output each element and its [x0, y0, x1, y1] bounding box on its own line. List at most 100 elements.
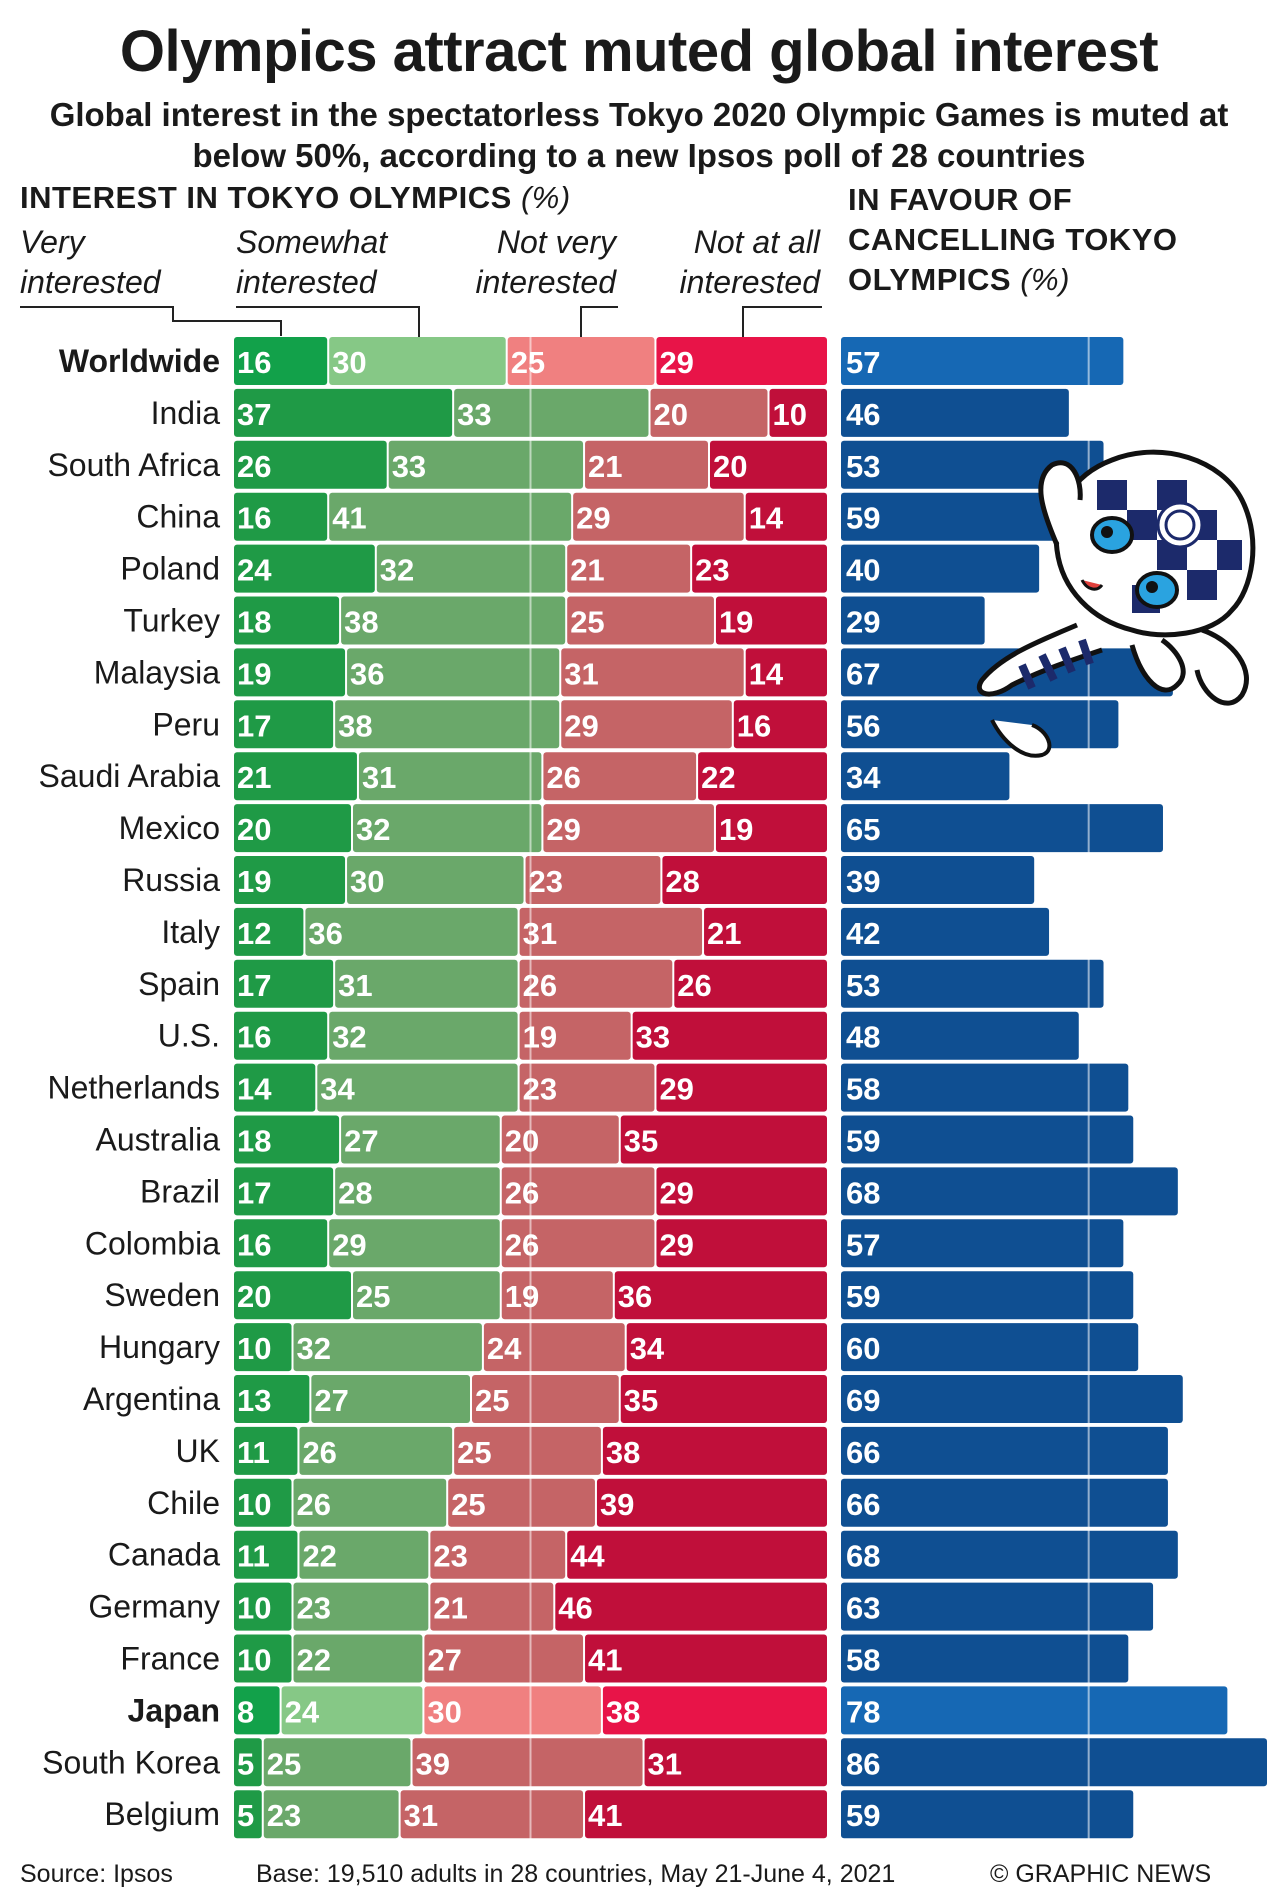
- bar-not-very-france: [424, 1634, 584, 1683]
- value-very-france: 10: [237, 1643, 271, 1678]
- value-not-at-all-netherlands: 29: [659, 1072, 693, 1107]
- value-not-at-all-uk: 38: [606, 1435, 640, 1470]
- value-not-at-all-south-korea: 31: [648, 1746, 682, 1781]
- bar-not-very-mexico: [543, 804, 714, 853]
- bar-cancel-sweden: [841, 1271, 1134, 1320]
- bar-somewhat-sweden: [353, 1271, 500, 1320]
- legend-very-line2: interested: [20, 264, 161, 300]
- value-not-at-all-france: 41: [588, 1643, 622, 1678]
- bar-very-hungary: [234, 1323, 292, 1372]
- bar-very-brazil: [234, 1167, 334, 1216]
- value-not-very-peru: 29: [564, 708, 598, 743]
- value-not-very-worldwide: 25: [511, 345, 545, 380]
- value-somewhat-brazil: 28: [338, 1175, 372, 1210]
- bar-not-at-all-india: [769, 388, 827, 437]
- bar-cancel-peru: [841, 700, 1119, 749]
- value-cancel-worldwide: 57: [846, 345, 880, 380]
- country-label-spain: Spain: [138, 966, 220, 1002]
- value-very-australia: 18: [237, 1124, 271, 1159]
- bar-not-very-saudi-arabia: [543, 752, 697, 801]
- bar-not-at-all-south-africa: [710, 440, 827, 489]
- value-somewhat-colombia: 29: [332, 1227, 366, 1262]
- value-somewhat-india: 33: [457, 397, 491, 432]
- bar-cancel-argentina: [841, 1375, 1183, 1423]
- bar-cancel-hungary: [841, 1323, 1139, 1372]
- bar-cancel-south-korea: [841, 1738, 1267, 1787]
- bar-very-malaysia: [234, 648, 346, 697]
- bar-not-at-all-peru: [733, 700, 827, 749]
- value-somewhat-turkey: 38: [344, 605, 378, 640]
- value-not-at-all-chile: 39: [600, 1487, 634, 1522]
- value-very-china: 16: [237, 501, 271, 536]
- value-very-brazil: 17: [237, 1175, 271, 1210]
- value-very-canada: 11: [237, 1539, 270, 1574]
- value-cancel-sweden: 59: [846, 1279, 880, 1314]
- bar-somewhat-poland: [376, 544, 566, 593]
- value-very-south-africa: 26: [237, 449, 271, 484]
- cancel-heading: IN FAVOUR OF CANCELLING TOKYO OLYMPICS (…: [848, 180, 1178, 300]
- bar-somewhat-india: [454, 388, 649, 437]
- value-not-very-poland: 21: [570, 553, 604, 588]
- value-very-uk: 11: [237, 1435, 270, 1470]
- bar-not-very-argentina: [472, 1375, 619, 1423]
- value-not-very-saudi-arabia: 26: [546, 760, 580, 795]
- legend-not-very-line1: Not very: [496, 224, 616, 260]
- country-label-turkey: Turkey: [123, 603, 220, 639]
- value-cancel-turkey: 29: [846, 605, 880, 640]
- country-label-australia: Australia: [96, 1122, 221, 1158]
- value-not-very-canada: 23: [433, 1539, 467, 1574]
- value-not-at-all-sweden: 36: [618, 1279, 652, 1314]
- country-label-hungary: Hungary: [99, 1329, 220, 1365]
- value-very-india: 37: [237, 397, 271, 432]
- bar-cancel-canada: [841, 1530, 1178, 1579]
- bar-cancel-russia: [841, 856, 1035, 904]
- bar-very-russia: [234, 856, 346, 904]
- country-label-chile: Chile: [147, 1485, 220, 1521]
- value-very-south-korea: 5: [237, 1746, 254, 1781]
- value-very-u-s: 16: [237, 1020, 271, 1055]
- value-not-very-sweden: 19: [505, 1279, 539, 1314]
- value-cancel-poland: 40: [846, 553, 880, 588]
- country-label-worldwide: Worldwide: [59, 343, 220, 379]
- bar-very-india: [234, 388, 453, 437]
- bar-not-at-all-uk: [602, 1426, 827, 1475]
- value-very-netherlands: 14: [237, 1072, 272, 1107]
- value-somewhat-malaysia: 36: [350, 656, 384, 691]
- bar-somewhat-netherlands: [317, 1063, 518, 1112]
- bar-somewhat-uk: [299, 1426, 453, 1475]
- country-label-russia: Russia: [122, 862, 220, 898]
- country-label-u-s: U.S.: [158, 1018, 220, 1054]
- value-very-belgium: 5: [237, 1798, 254, 1833]
- value-not-at-all-malaysia: 14: [749, 656, 784, 691]
- bar-somewhat-france: [293, 1634, 423, 1683]
- value-not-at-all-hungary: 34: [630, 1331, 665, 1366]
- bar-very-australia: [234, 1115, 340, 1164]
- value-somewhat-saudi-arabia: 31: [362, 760, 396, 795]
- value-not-very-south-korea: 39: [416, 1746, 450, 1781]
- bar-very-argentina: [234, 1375, 310, 1423]
- country-label-india: India: [151, 395, 221, 431]
- country-label-peru: Peru: [152, 706, 220, 742]
- value-cancel-india: 46: [846, 397, 880, 432]
- legend-somewhat: Somewhat interested: [236, 222, 387, 302]
- country-label-south-africa: South Africa: [47, 447, 220, 483]
- bar-cancel-mexico: [841, 804, 1163, 853]
- bar-not-at-all-russia: [662, 856, 827, 904]
- bar-not-at-all-belgium: [585, 1790, 827, 1839]
- value-not-at-all-saudi-arabia: 22: [701, 760, 735, 795]
- value-cancel-italy: 42: [846, 916, 880, 951]
- value-very-colombia: 16: [237, 1227, 271, 1262]
- bar-not-very-brazil: [501, 1167, 655, 1216]
- bar-cancel-uk: [841, 1426, 1168, 1475]
- legend-not-at-all-line1: Not at all: [693, 224, 820, 260]
- value-cancel-mexico: 65: [846, 812, 880, 847]
- value-somewhat-u-s: 32: [332, 1020, 366, 1055]
- bar-not-very-netherlands: [519, 1063, 655, 1112]
- value-very-malaysia: 19: [237, 656, 271, 691]
- bar-very-turkey: [234, 596, 340, 645]
- interest-heading-unit: (%): [520, 180, 571, 215]
- bar-cancel-brazil: [841, 1167, 1178, 1216]
- value-cancel-japan: 78: [846, 1694, 880, 1729]
- value-cancel-saudi-arabia: 34: [846, 760, 881, 795]
